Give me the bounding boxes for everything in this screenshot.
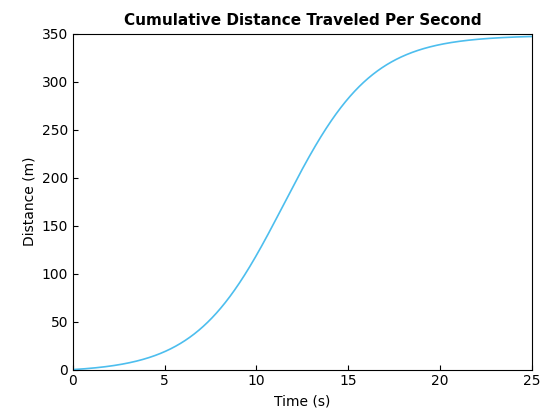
Y-axis label: Distance (m): Distance (m) bbox=[22, 157, 36, 247]
X-axis label: Time (s): Time (s) bbox=[274, 394, 330, 408]
Title: Cumulative Distance Traveled Per Second: Cumulative Distance Traveled Per Second bbox=[124, 13, 481, 28]
